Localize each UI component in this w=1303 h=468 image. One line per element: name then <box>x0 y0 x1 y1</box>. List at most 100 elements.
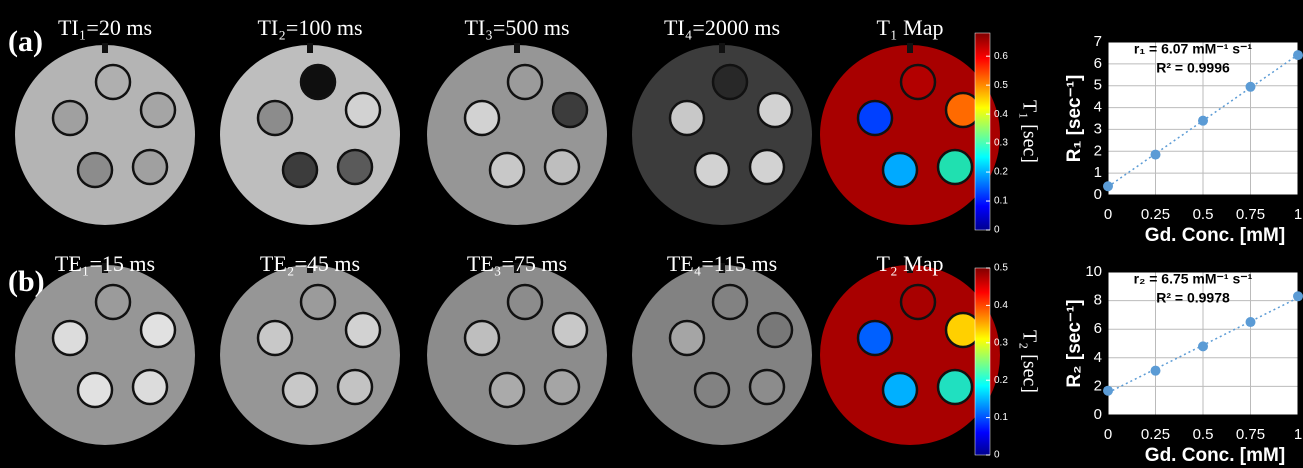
annotation: R² = 0.9978 <box>1156 290 1230 306</box>
vial <box>258 101 292 135</box>
data-point <box>1246 82 1256 92</box>
vial <box>96 285 130 319</box>
vial <box>301 285 335 319</box>
y-tick-label: 6 <box>1094 55 1102 72</box>
vial <box>858 101 892 135</box>
colorbar <box>975 268 990 455</box>
map-title: T₁ Map <box>877 15 944 40</box>
colorbar-tick-label: 0.5 <box>994 80 1008 91</box>
vial <box>258 321 292 355</box>
vial <box>670 321 704 355</box>
x-tick-label: 0.25 <box>1141 206 1170 223</box>
x-tick-label: 0.25 <box>1141 426 1170 443</box>
phantom-notch <box>307 43 313 53</box>
vial <box>465 321 499 355</box>
vial <box>53 101 87 135</box>
colorbar-tick-label: 0.5 <box>994 263 1008 274</box>
colorbar-tick-label: 0.1 <box>994 412 1008 423</box>
x-tick-label: 0 <box>1104 206 1112 223</box>
vial <box>78 373 112 407</box>
x-axis-label: Gd. Conc. [mM] <box>1145 445 1285 466</box>
vial <box>553 313 587 347</box>
vial <box>695 153 729 187</box>
colorbar-tick-label: 0.4 <box>994 109 1008 120</box>
colorbar-tick-label: 0.2 <box>994 375 1008 386</box>
vial <box>713 65 747 99</box>
colorbar-tick-label: 0.4 <box>994 300 1008 311</box>
y-tick-label: 0 <box>1094 406 1102 423</box>
figure: (a)TI₁=20 msTI₂=100 msTI₃=500 msTI₄=2000… <box>0 0 1303 468</box>
vial <box>283 153 317 187</box>
vial <box>283 373 317 407</box>
vial <box>750 370 784 404</box>
colorbar-tick-label: 0.6 <box>994 51 1008 62</box>
y-tick-label: 3 <box>1094 120 1102 137</box>
vial <box>901 285 935 319</box>
data-point <box>1246 317 1256 327</box>
x-tick-label: 0.75 <box>1236 206 1265 223</box>
data-point <box>1151 150 1161 160</box>
y-tick-label: 7 <box>1094 33 1102 50</box>
vial <box>141 313 175 347</box>
vial <box>490 153 524 187</box>
y-tick-label: 4 <box>1094 99 1102 116</box>
data-point <box>1198 116 1208 126</box>
x-tick-label: 0 <box>1104 426 1112 443</box>
x-tick-label: 0.5 <box>1193 426 1214 443</box>
vial <box>490 373 524 407</box>
x-tick-label: 0.5 <box>1193 206 1214 223</box>
image-label: TE₂=45 ms <box>260 251 360 276</box>
image-label: TE₄=115 ms <box>667 251 777 276</box>
y-tick-label: 10 <box>1085 263 1102 280</box>
vial <box>346 93 380 127</box>
phantom-notch <box>102 43 108 53</box>
vial <box>883 153 917 187</box>
colorbar-tick-label: 0.2 <box>994 167 1008 178</box>
vial <box>508 65 542 99</box>
y-tick-label: 2 <box>1094 142 1102 159</box>
data-point <box>1293 50 1303 60</box>
vial <box>670 101 704 135</box>
vial <box>545 370 579 404</box>
annotation: r₁ = 6.07 mM⁻¹ s⁻¹ <box>1134 41 1253 57</box>
vial <box>938 370 972 404</box>
data-point <box>1151 366 1161 376</box>
vial <box>758 313 792 347</box>
y-tick-label: 2 <box>1094 377 1102 394</box>
colorbar-tick-label: 0.1 <box>994 196 1008 207</box>
vial <box>338 150 372 184</box>
vial <box>301 65 335 99</box>
annotation: r₂ = 6.75 mM⁻¹ s⁻¹ <box>1134 271 1253 287</box>
vial <box>695 373 729 407</box>
vial <box>883 373 917 407</box>
x-tick-label: 1 <box>1294 206 1302 223</box>
colorbar-tick-label: 0.3 <box>994 138 1008 149</box>
y-axis-label: R₂ [sec⁻¹] <box>1064 299 1085 387</box>
vial <box>508 285 542 319</box>
image-label: TE₃=75 ms <box>467 251 567 276</box>
vial <box>133 150 167 184</box>
x-axis-label: Gd. Conc. [mM] <box>1145 225 1285 246</box>
vial <box>938 150 972 184</box>
image-label: TI₂=100 ms <box>257 15 362 40</box>
vial <box>858 321 892 355</box>
vial <box>713 285 747 319</box>
vial <box>901 65 935 99</box>
vial <box>96 65 130 99</box>
data-point <box>1103 181 1113 191</box>
phantom-notch <box>514 43 520 53</box>
image-label: TE₁=15 ms <box>55 251 155 276</box>
colorbar-tick-label: 0 <box>994 225 1000 236</box>
image-label: TI₃=500 ms <box>464 15 569 40</box>
vial <box>78 153 112 187</box>
vial <box>758 93 792 127</box>
colorbar-tick-label: 0 <box>994 450 1000 461</box>
vial <box>465 101 499 135</box>
y-tick-label: 5 <box>1094 77 1102 94</box>
y-tick-label: 1 <box>1094 164 1102 181</box>
data-point <box>1293 291 1303 301</box>
annotation: R² = 0.9996 <box>1156 60 1230 76</box>
x-tick-label: 0.75 <box>1236 426 1265 443</box>
panel-label: (a) <box>8 25 43 58</box>
map-title: T₂ Map <box>877 251 944 276</box>
